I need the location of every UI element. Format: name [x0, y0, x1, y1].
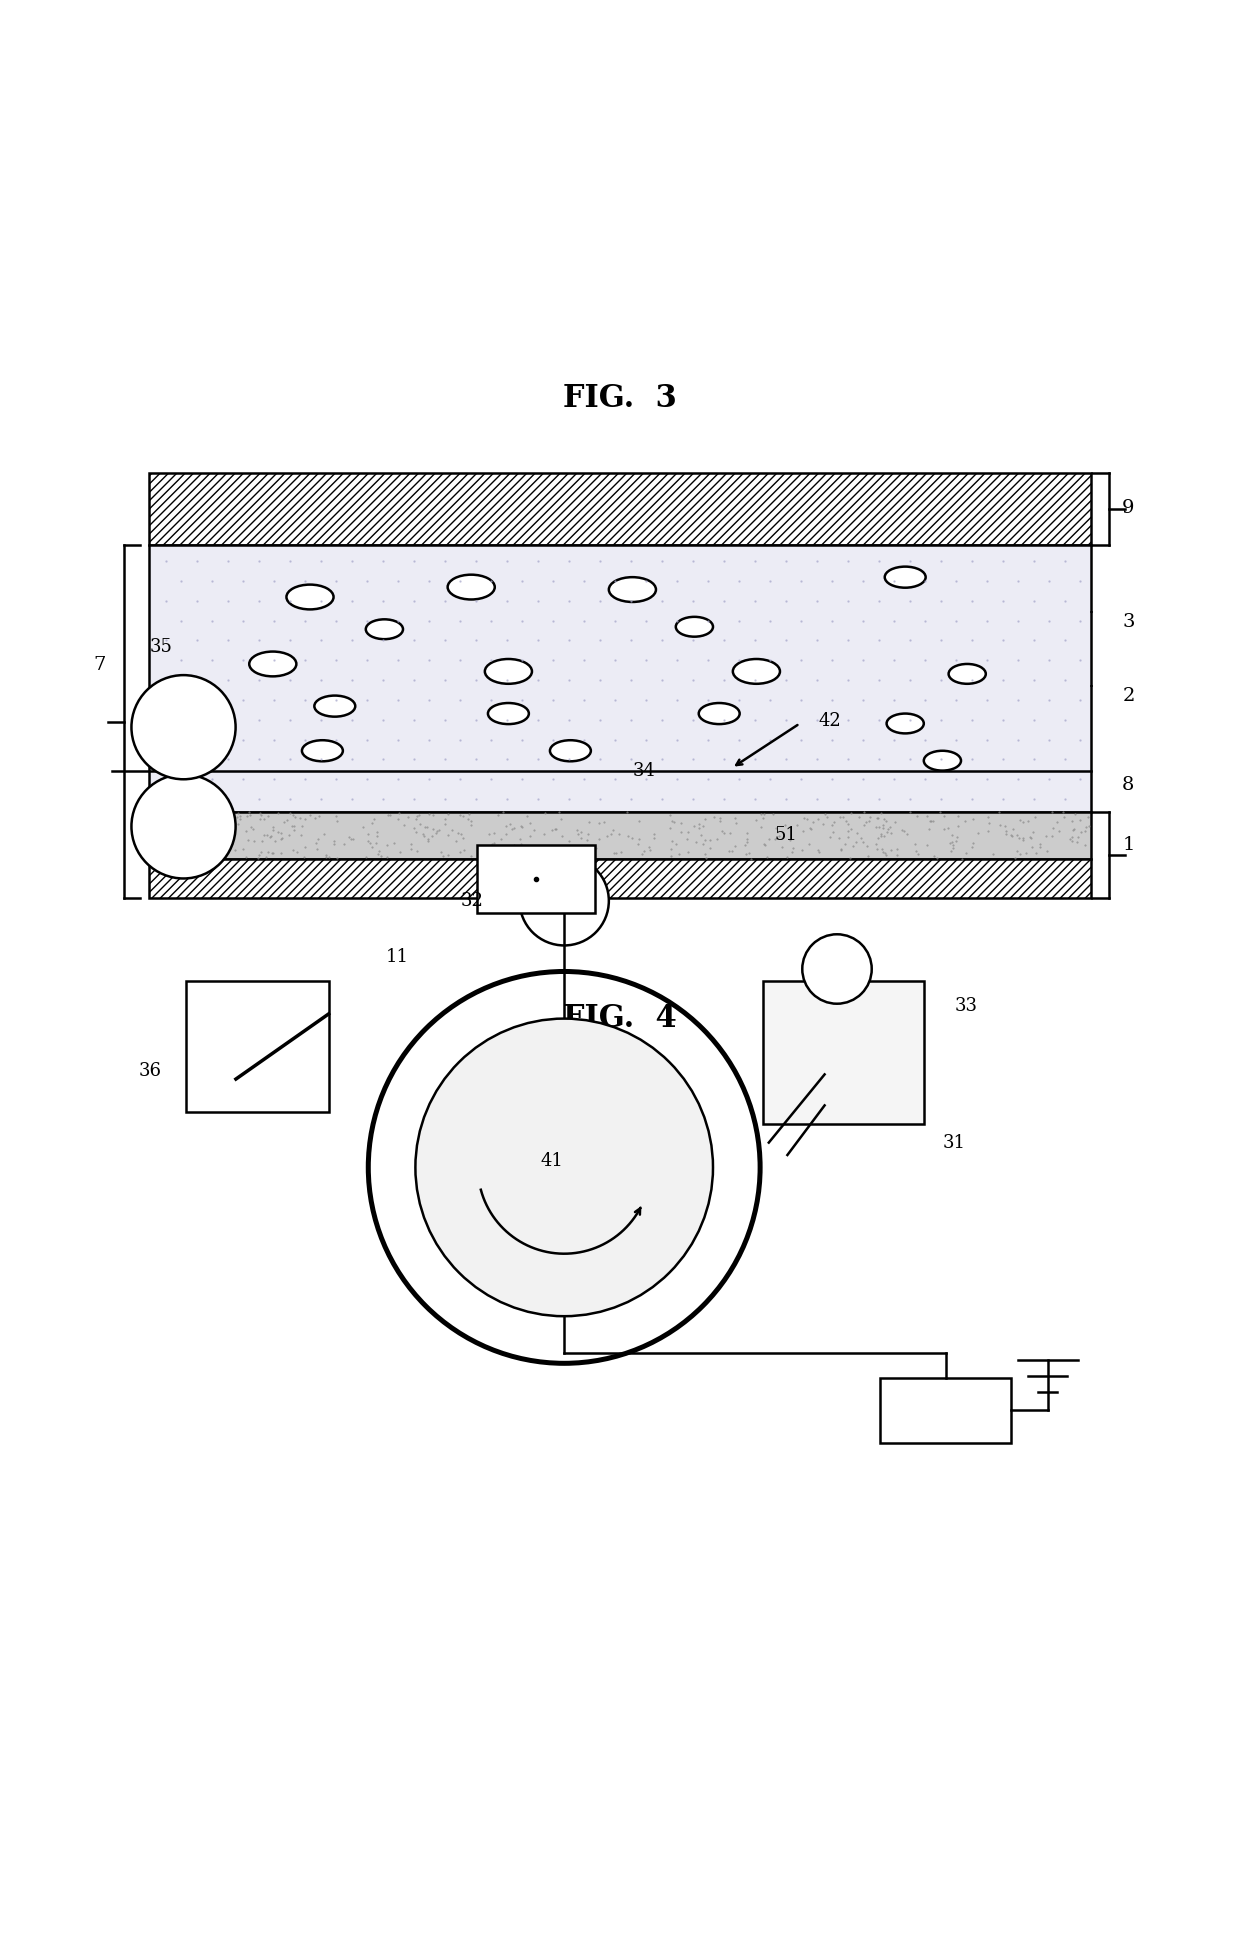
Circle shape	[368, 971, 760, 1362]
Bar	[763, 981, 924, 1124]
Bar	[149, 473, 1091, 545]
Text: 7: 7	[93, 657, 105, 674]
Ellipse shape	[949, 665, 986, 684]
Bar	[186, 981, 329, 1112]
Text: 11: 11	[386, 948, 409, 965]
Ellipse shape	[549, 740, 591, 762]
Circle shape	[415, 1019, 713, 1316]
Ellipse shape	[366, 620, 403, 640]
Text: 36: 36	[138, 1062, 161, 1079]
Text: 2: 2	[1122, 688, 1135, 705]
Bar	[477, 845, 595, 913]
Ellipse shape	[485, 659, 532, 684]
Ellipse shape	[676, 616, 713, 638]
Text: 3: 3	[1122, 612, 1135, 630]
Ellipse shape	[286, 585, 334, 609]
Bar	[149, 545, 1091, 812]
Text: FIG.  4: FIG. 4	[563, 1004, 677, 1035]
Circle shape	[131, 674, 236, 779]
Bar	[149, 859, 1091, 899]
Text: 41: 41	[541, 1153, 563, 1171]
Ellipse shape	[315, 696, 355, 717]
Text: 35: 35	[150, 638, 172, 655]
Ellipse shape	[609, 578, 656, 603]
Text: 34: 34	[632, 762, 655, 779]
Ellipse shape	[303, 740, 342, 762]
Circle shape	[520, 857, 609, 946]
Ellipse shape	[448, 576, 495, 599]
Text: 31: 31	[942, 1134, 966, 1151]
Text: 32: 32	[461, 891, 484, 909]
Ellipse shape	[884, 566, 925, 587]
Circle shape	[802, 934, 872, 1004]
Text: 9: 9	[1122, 498, 1135, 517]
Text: 1: 1	[1122, 835, 1135, 855]
Bar	[149, 812, 1091, 859]
Text: 51: 51	[775, 826, 797, 845]
Ellipse shape	[733, 659, 780, 684]
Text: FIG.  3: FIG. 3	[563, 384, 677, 415]
Ellipse shape	[698, 703, 739, 725]
Ellipse shape	[489, 703, 529, 725]
Ellipse shape	[924, 750, 961, 771]
Text: 8: 8	[1122, 777, 1135, 795]
Bar	[880, 1378, 1011, 1442]
Circle shape	[131, 775, 236, 878]
Text: 42: 42	[818, 711, 841, 731]
Text: 33: 33	[955, 998, 978, 1016]
Ellipse shape	[887, 713, 924, 733]
Ellipse shape	[249, 651, 296, 676]
